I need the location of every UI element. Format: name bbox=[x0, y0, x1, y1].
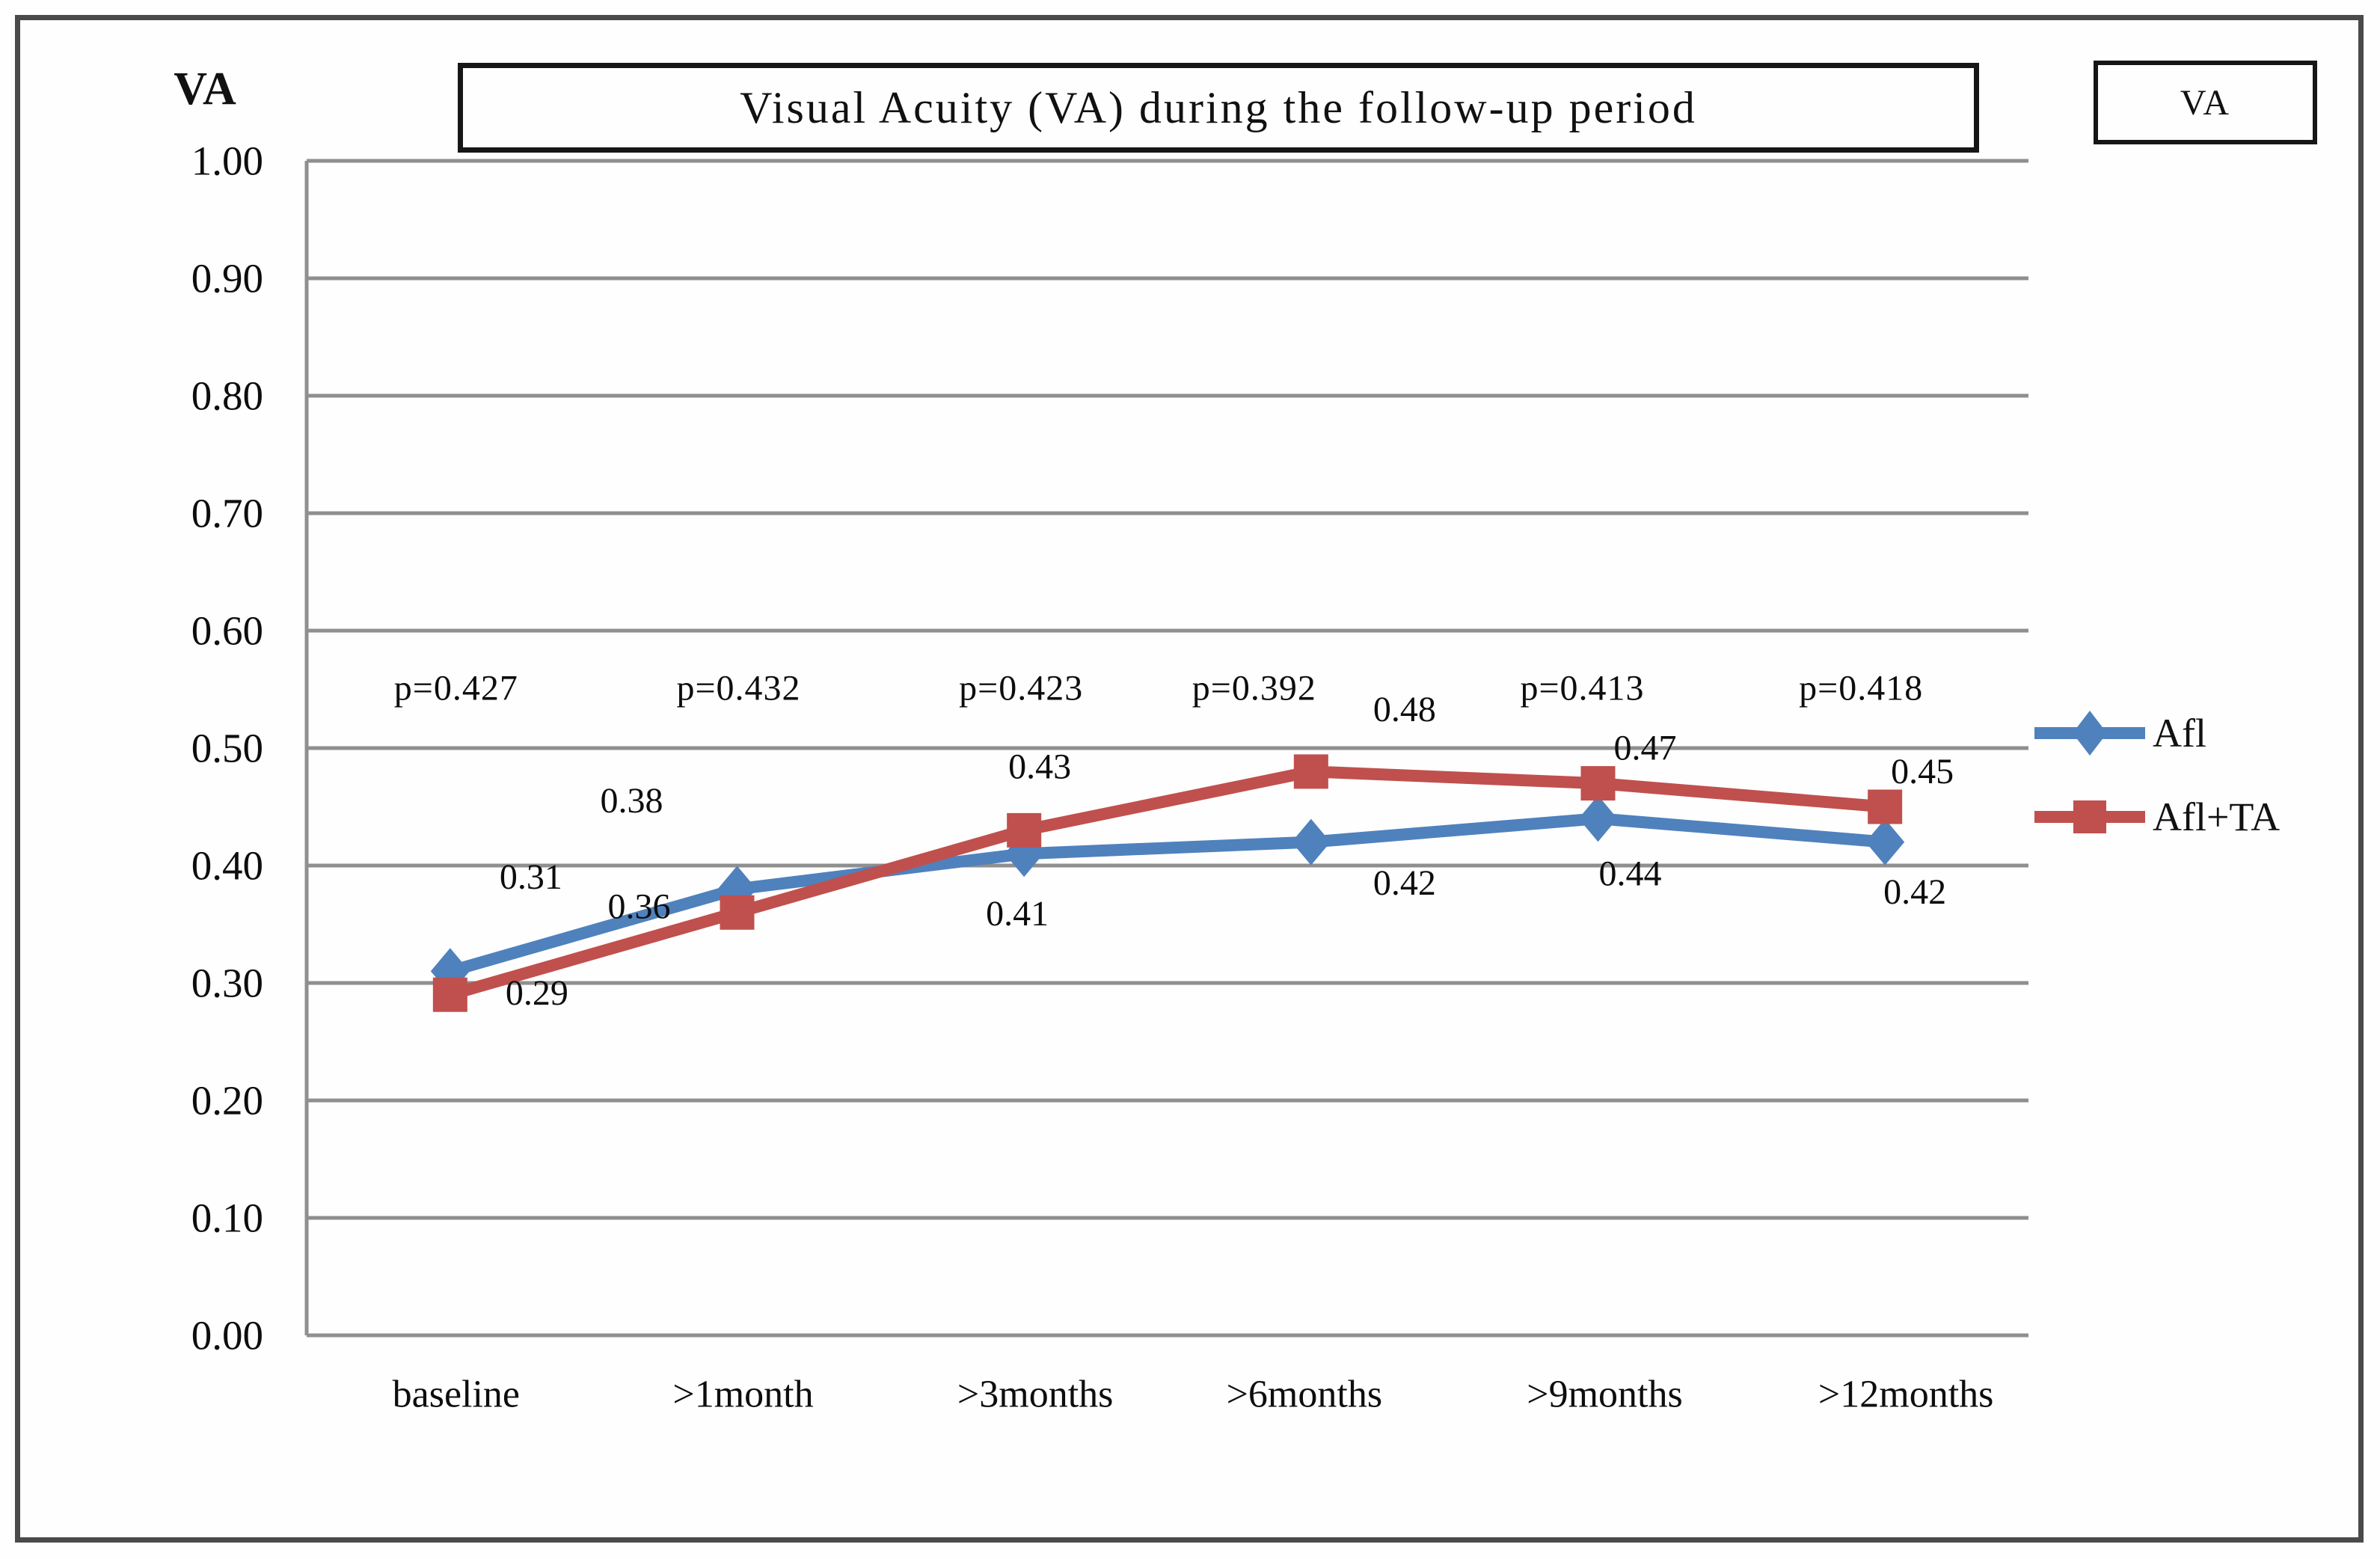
va-corner-box: VA bbox=[2094, 61, 2317, 144]
p-value-label: p=0.432 bbox=[676, 669, 800, 708]
legend-item-afl: Afl bbox=[2033, 702, 2206, 765]
x-category-label: >1month bbox=[672, 1373, 813, 1416]
y-tick-label: 0.30 bbox=[191, 961, 263, 1006]
afl-ta-data-point-label: 0.45 bbox=[1891, 752, 1954, 791]
y-tick-label: 1.00 bbox=[191, 138, 263, 184]
chart-title: Visual Acuity (VA) during the follow-up … bbox=[740, 82, 1697, 132]
afl-data-point-marker bbox=[1578, 795, 1618, 842]
va-corner-label: VA bbox=[2180, 82, 2231, 123]
p-value-label: p=0.427 bbox=[394, 669, 518, 708]
afl-data-point-label: 0.44 bbox=[1599, 854, 1662, 894]
afl-data-point-label: 0.42 bbox=[1373, 863, 1436, 903]
y-tick-label: 0.20 bbox=[191, 1078, 263, 1124]
afl-legend-label: Afl bbox=[2153, 711, 2206, 756]
p-value-label: p=0.423 bbox=[959, 669, 1083, 708]
x-category-label: >6months bbox=[1227, 1373, 1382, 1416]
p-value-label: p=0.392 bbox=[1192, 669, 1316, 708]
y-tick-label: 0.80 bbox=[191, 373, 263, 419]
afl-legend-sample bbox=[2034, 711, 2145, 756]
afl-ta-data-point-label: 0.47 bbox=[1614, 729, 1677, 768]
afl-ta-data-point-marker bbox=[1007, 812, 1042, 848]
y-tick-label: 0.90 bbox=[191, 256, 263, 301]
afl-ta-data-point-marker bbox=[1580, 766, 1616, 801]
legend-item-afl-ta: Afl+TA bbox=[2033, 785, 2280, 848]
afl-data-point-marker bbox=[1865, 818, 1905, 866]
afl-ta-series-line bbox=[444, 765, 1892, 1001]
afl-data-point-label: 0.38 bbox=[601, 781, 663, 821]
y-tick-label: 0.60 bbox=[191, 608, 263, 654]
p-value-label: p=0.418 bbox=[1799, 669, 1923, 708]
afl-data-point-marker bbox=[1291, 818, 1331, 866]
y-tick-label: 0.10 bbox=[191, 1195, 263, 1241]
afl-series-line bbox=[444, 812, 1892, 978]
afl-data-point-label: 0.42 bbox=[1883, 872, 1946, 912]
y-tick-label: 0.40 bbox=[191, 843, 263, 889]
x-category-label: >3months bbox=[957, 1373, 1113, 1416]
afl-ta-data-point-label: 0.29 bbox=[506, 973, 568, 1013]
afl-ta-legend-label: Afl+TA bbox=[2153, 794, 2281, 839]
afl-ta-data-point-marker bbox=[432, 977, 467, 1012]
afl-ta-data-point-label: 0.43 bbox=[1008, 747, 1071, 786]
afl-ta-data-point-marker bbox=[720, 895, 755, 930]
afl-ta-data-point-label: 0.48 bbox=[1373, 690, 1436, 729]
afl-diamond-marker-icon bbox=[2073, 711, 2107, 756]
outer-border bbox=[15, 15, 2364, 1543]
y-tick-label: 0.70 bbox=[191, 491, 263, 536]
y-tick-label: 0.00 bbox=[191, 1313, 263, 1359]
afl-ta-data-point-label: 0.36 bbox=[608, 886, 671, 926]
afl-data-point-label: 0.31 bbox=[500, 857, 562, 897]
p-value-label: p=0.413 bbox=[1520, 669, 1644, 708]
afl-data-point-label: 0.41 bbox=[986, 894, 1049, 934]
chart-title-box: Visual Acuity (VA) during the follow-up … bbox=[458, 63, 1979, 153]
y-axis-title: VA bbox=[174, 64, 238, 114]
y-tick-label: 0.50 bbox=[191, 726, 263, 771]
afl-ta-data-point-marker bbox=[1868, 789, 1903, 824]
x-category-label: >9months bbox=[1527, 1373, 1682, 1416]
x-category-label: >12months bbox=[1818, 1373, 1993, 1416]
afl-ta-legend-sample bbox=[2034, 800, 2145, 833]
x-category-label: baseline bbox=[393, 1373, 520, 1416]
afl-ta-data-point-marker bbox=[1293, 754, 1328, 789]
afl-ta-square-marker-icon bbox=[2073, 800, 2106, 833]
